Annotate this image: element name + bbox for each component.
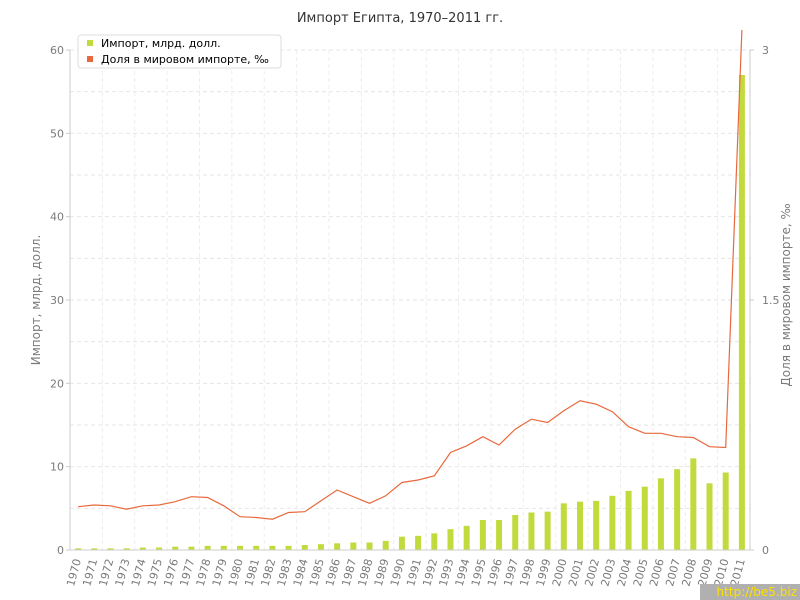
bar-import <box>107 548 114 550</box>
y-tick-label: 0 <box>57 544 64 557</box>
bar-import <box>172 546 179 550</box>
bar-import <box>722 472 729 550</box>
bar-import <box>204 545 211 550</box>
bar-import <box>609 495 616 550</box>
bar-import <box>512 515 519 550</box>
bar-import <box>301 545 308 550</box>
bar-import <box>156 547 163 550</box>
bar-import <box>398 536 405 550</box>
bar-import <box>674 469 681 550</box>
legend-swatch-import <box>87 40 93 46</box>
x-axis-ticks: 1970197119721973197419751976197719781979… <box>64 557 748 587</box>
y2-axis-title: Доля в мировом импорте, ‰ <box>779 203 793 386</box>
legend: Импорт, млрд. долл. Доля в мировом импор… <box>77 34 282 69</box>
bar-import <box>139 547 146 550</box>
legend-swatch-share <box>87 56 93 62</box>
bar-import <box>123 548 130 550</box>
chart-title: Импорт Египта, 1970–2011 гг. <box>297 11 503 26</box>
left-axis-ticks: 0 10 20 30 40 50 60 <box>50 44 70 557</box>
bar-import <box>496 520 503 550</box>
bar-import <box>528 512 535 550</box>
legend-label-share: Доля в мировом импорте, ‰ <box>101 53 269 66</box>
bar-import <box>463 525 470 550</box>
bar-import <box>479 520 486 550</box>
bar-import <box>334 543 341 550</box>
bar-import <box>544 511 551 550</box>
bar-import <box>577 501 583 550</box>
y2-tick-label: 3 <box>762 44 769 57</box>
y-axis-title: Импорт, млрд. долл. <box>29 235 43 366</box>
bar-import <box>415 535 422 550</box>
bar-import <box>641 486 648 550</box>
bar-import <box>237 545 243 550</box>
legend-box <box>77 34 282 69</box>
bar-import <box>350 542 357 550</box>
bar-import <box>431 533 438 550</box>
bar-import <box>269 545 276 550</box>
bar-import <box>738 75 745 550</box>
y-tick-label: 50 <box>50 127 64 140</box>
bar-import <box>220 545 227 550</box>
y2-tick-label: 1.5 <box>762 294 780 307</box>
bar-series <box>75 75 745 550</box>
bar-import <box>593 500 600 550</box>
watermark-link[interactable]: http://be5.biz <box>700 584 800 600</box>
line-series <box>78 29 743 520</box>
bar-import <box>560 503 567 550</box>
y-tick-label: 60 <box>50 44 64 57</box>
bar-import <box>625 490 632 550</box>
bar-import <box>91 548 98 550</box>
grid-lines <box>69 49 751 551</box>
bar-import <box>690 458 697 550</box>
bar-import <box>382 540 389 550</box>
bar-import <box>75 548 82 550</box>
line-share <box>78 29 743 520</box>
right-axis-ticks: 01.53 <box>750 44 780 557</box>
bar-import <box>317 544 324 550</box>
legend-label-import: Импорт, млрд. долл. <box>101 37 221 50</box>
bar-import <box>706 483 713 550</box>
y-tick-label: 30 <box>50 294 64 307</box>
y-tick-label: 20 <box>50 377 64 390</box>
y-tick-label: 40 <box>50 211 64 224</box>
bar-import <box>657 478 664 550</box>
bar-import <box>253 545 260 550</box>
bar-import <box>188 546 195 550</box>
y-tick-label: 10 <box>50 461 64 474</box>
y2-tick-label: 0 <box>762 544 769 557</box>
bar-import <box>366 542 373 550</box>
bar-import <box>447 529 454 550</box>
bar-import <box>285 545 292 550</box>
